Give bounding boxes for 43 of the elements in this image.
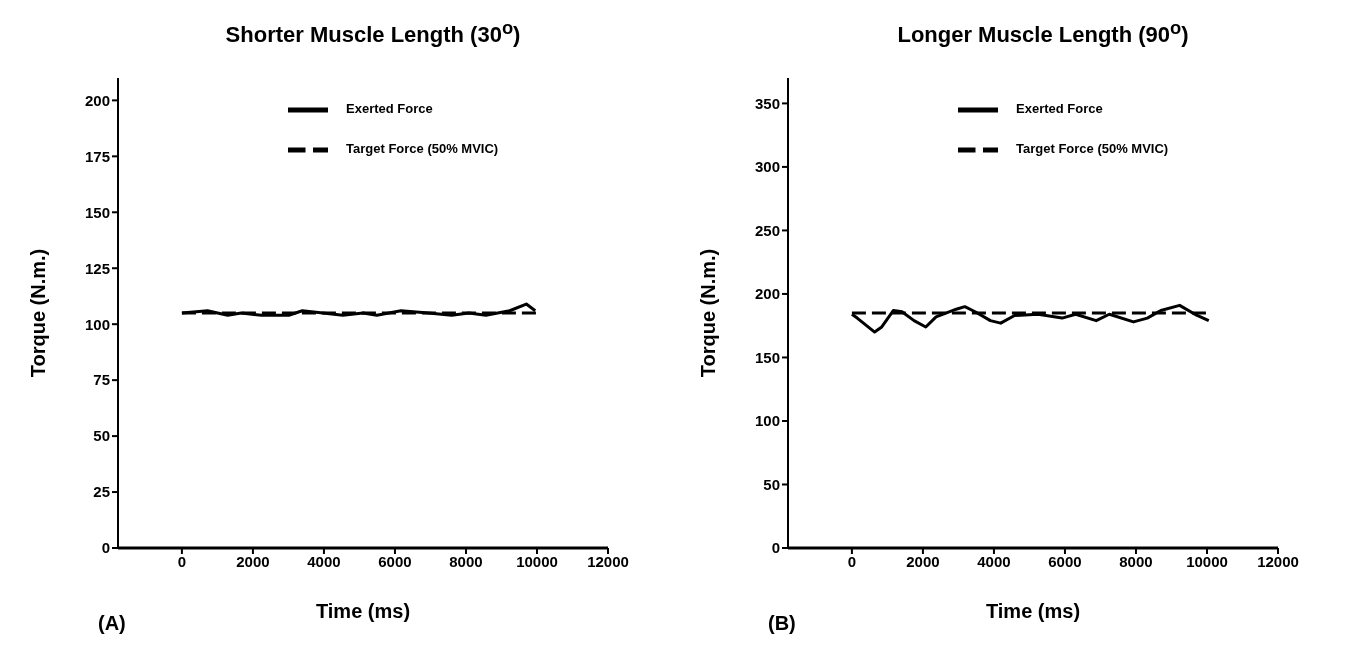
- x-tick-label: 2000: [906, 552, 940, 570]
- chart-title: Shorter Muscle Length (30$^{o}$): [224, 16, 522, 50]
- x-tick-label: 4000: [977, 552, 1011, 570]
- y-tick-label: 100: [754, 412, 780, 430]
- chart-title: Longer Muscle Length (90$^{o}$): [896, 16, 1190, 50]
- x-axis-title: Time (ms): [985, 600, 1081, 622]
- legend-label: Exerted Force: [1016, 101, 1103, 117]
- y-tick-label: 250: [754, 221, 780, 239]
- y-tick-label: 125: [84, 259, 110, 277]
- x-tick-label: 6000: [378, 552, 412, 570]
- y-tick-label: 25: [93, 483, 110, 501]
- y-tick-label: 0: [101, 539, 110, 557]
- y-tick-label: 350: [754, 94, 780, 112]
- x-tick-label: 10000: [1186, 552, 1228, 570]
- y-tick-label: 50: [93, 427, 110, 445]
- y-tick-label: 0: [771, 539, 780, 557]
- y-tick-label: 100: [84, 315, 110, 333]
- x-tick-label: 10000: [516, 552, 558, 570]
- x-tick-label: 12000: [1257, 552, 1299, 570]
- y-tick-label: 50: [763, 475, 780, 493]
- y-axis-title: Torque (N.m.): [697, 248, 720, 378]
- x-tick-label: 0: [177, 552, 187, 570]
- y-tick-label: 75: [93, 371, 110, 389]
- y-tick-label: 300: [754, 158, 780, 176]
- x-tick-label: 8000: [1119, 552, 1153, 570]
- legend-label: Target Force (50% MVIC): [346, 141, 499, 157]
- y-tick-label: 200: [754, 285, 780, 303]
- text: (A): [98, 612, 126, 635]
- x-tick-label: 8000: [449, 552, 483, 570]
- legend-label: Target Force (50% MVIC): [1016, 141, 1169, 157]
- x-tick-label: 2000: [236, 552, 270, 570]
- x-tick-label: 0: [847, 552, 857, 570]
- legend-label: Exerted Force: [346, 101, 433, 117]
- y-tick-label: 200: [84, 91, 110, 109]
- x-tick-label: 6000: [1048, 552, 1082, 570]
- y-axis-title: Torque (N.m.): [27, 248, 50, 378]
- x-tick-label: 4000: [307, 552, 341, 570]
- x-tick-label: 12000: [587, 552, 629, 570]
- y-tick-label: 150: [84, 203, 110, 221]
- y-tick-label: 150: [754, 348, 780, 366]
- text: (B): [768, 612, 796, 635]
- y-tick-label: 175: [84, 147, 110, 165]
- x-axis-title: Time (ms): [315, 600, 411, 622]
